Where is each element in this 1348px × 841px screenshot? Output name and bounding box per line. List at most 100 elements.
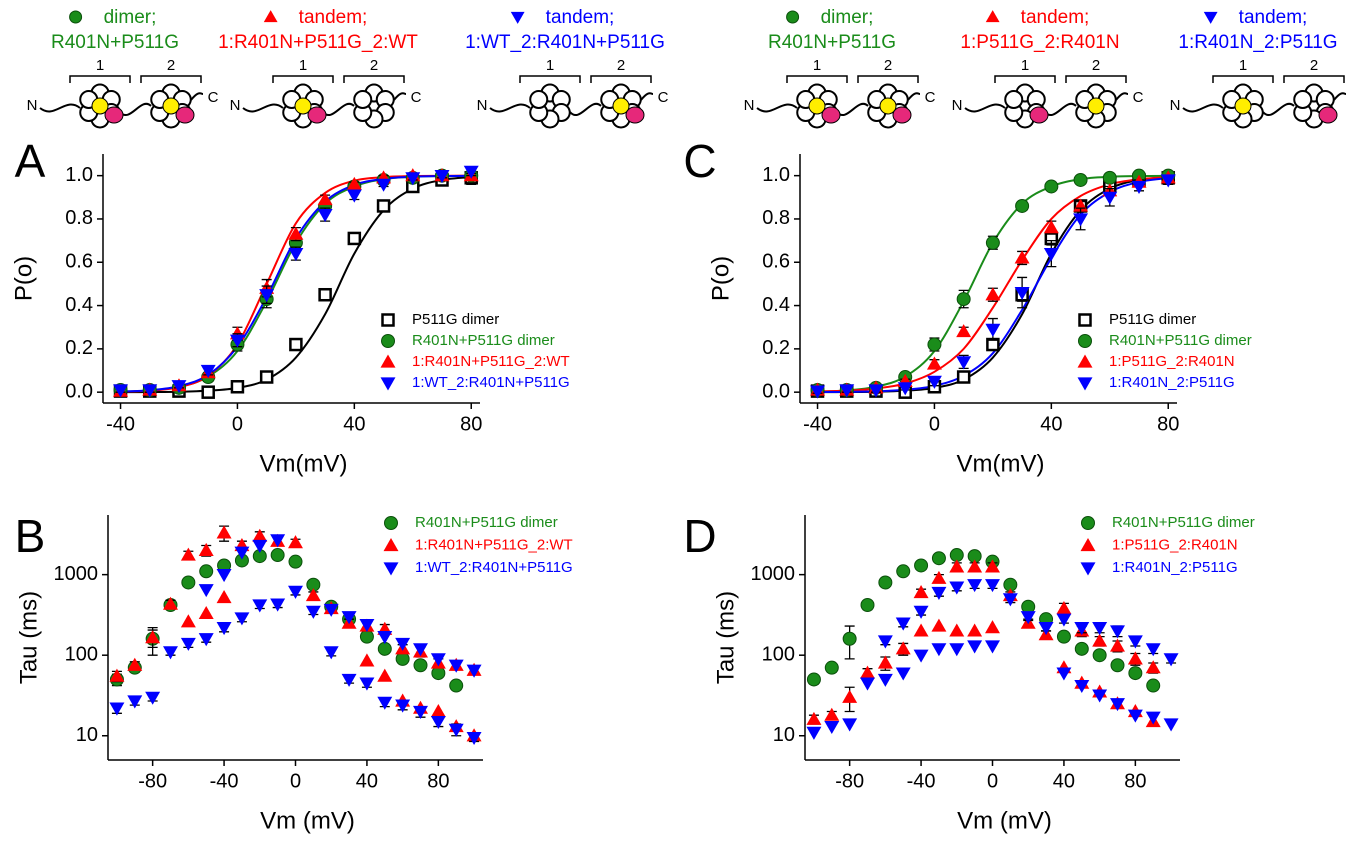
data-point: [413, 643, 428, 657]
legend-marker: [383, 538, 399, 552]
data-point: [376, 199, 391, 213]
header-construct: 1:P511G_2:R401N: [960, 32, 1119, 53]
legend-label: R401N+P511G dimer: [415, 514, 558, 531]
data-point: [1092, 689, 1108, 703]
data-point: [323, 646, 339, 660]
data-point: [359, 677, 375, 691]
data-point: [216, 525, 232, 539]
data-point: [1073, 213, 1089, 227]
data-point: [252, 539, 268, 553]
subunit-number: 2: [167, 57, 175, 74]
data-point: [376, 178, 392, 192]
data-point: [405, 172, 421, 186]
data-point: [931, 586, 947, 600]
data-point: [1074, 641, 1089, 656]
data-point: [230, 380, 245, 394]
data-point: [877, 655, 893, 669]
x-tick-label: -40: [210, 770, 239, 792]
data-point: [347, 231, 362, 246]
data-point: [127, 695, 143, 709]
legend-marker: [1078, 334, 1092, 348]
subunit-number: 2: [370, 57, 378, 74]
legend-marker: [380, 354, 396, 368]
header-marker: [786, 10, 800, 24]
x-tick-label: 0: [232, 413, 243, 435]
data-point: [198, 605, 214, 620]
subunit-bracket: [272, 75, 334, 83]
data-point: [200, 364, 216, 378]
subunit-number: 1: [299, 57, 307, 74]
data-point: [1102, 191, 1118, 205]
data-point: [198, 542, 214, 556]
data-point: [1092, 622, 1108, 636]
data-point: [1160, 174, 1176, 188]
x-tick-label: -40: [106, 413, 135, 435]
data-point: [270, 548, 285, 563]
data-point: [198, 633, 214, 647]
subunit-number: 2: [884, 57, 892, 74]
subunit-bracket: [994, 75, 1056, 83]
data-point: [216, 569, 232, 583]
legend-label: 1:P511G_2:R401N: [1109, 353, 1235, 370]
data-point: [1110, 658, 1125, 673]
n-terminus: N: [952, 97, 963, 114]
n-terminus: N: [477, 97, 488, 114]
data-point: [926, 375, 942, 389]
data-point: [842, 689, 858, 703]
legend-label: P511G dimer: [1109, 311, 1196, 328]
data-point: [896, 564, 911, 579]
data-point: [839, 384, 855, 398]
mutation-p511g: [625, 106, 645, 124]
data-point: [985, 559, 1000, 573]
y-tick-label: 0.0: [762, 380, 790, 402]
legend-marker: [381, 334, 395, 348]
y-axis-label: Tau (ms): [712, 591, 739, 684]
data-point: [913, 605, 929, 619]
subunit-number: 2: [1310, 57, 1318, 74]
data-point: [1110, 625, 1125, 639]
legend-label: 1:R401N+P511G_2:WT: [412, 353, 570, 370]
y-tick-label: 0.4: [65, 294, 93, 316]
legend-label: 1:P511G_2:R401N: [1112, 536, 1238, 553]
data-point: [430, 653, 446, 667]
n-terminus: N: [27, 97, 38, 114]
data-point: [878, 575, 893, 590]
y-tick-label: 1.0: [762, 164, 790, 186]
data-point: [1015, 198, 1030, 213]
data-point: [145, 630, 161, 644]
n-terminus: N: [744, 97, 755, 114]
data-point: [198, 584, 214, 598]
data-point: [824, 660, 839, 675]
data-point: [1163, 718, 1179, 732]
data-point: [956, 324, 972, 338]
data-point: [1056, 601, 1072, 615]
legend-marker: [1077, 354, 1093, 368]
data-point: [931, 570, 947, 584]
data-point: [1145, 660, 1161, 674]
data-point: [113, 384, 129, 398]
subunit-bracket: [519, 75, 581, 83]
legend-marker: [1081, 516, 1095, 530]
data-point: [448, 659, 464, 673]
data-point: [463, 165, 479, 179]
y-tick-label: 0.6: [762, 251, 790, 273]
header-marker: [985, 10, 1000, 23]
legend-label: R401N+P511G dimer: [1109, 332, 1252, 349]
x-tick-label: 40: [356, 770, 378, 792]
data-point: [1146, 678, 1161, 693]
data-point: [305, 605, 321, 619]
data-point: [449, 678, 464, 693]
x-tick-label: 40: [1053, 770, 1075, 792]
data-point: [270, 598, 286, 612]
x-axis-label: Vm (mV): [957, 807, 1052, 834]
header-construct: 1:WT_2:R401N+P511G: [465, 32, 665, 53]
data-point: [109, 702, 125, 716]
data-point: [949, 559, 965, 573]
y-tick-label: 0.8: [762, 207, 790, 229]
data-point: [181, 575, 196, 590]
data-point: [985, 640, 1000, 654]
x-tick-label: 0: [987, 770, 998, 792]
data-point: [931, 551, 946, 566]
data-point: [377, 668, 393, 682]
data-point: [323, 603, 339, 617]
